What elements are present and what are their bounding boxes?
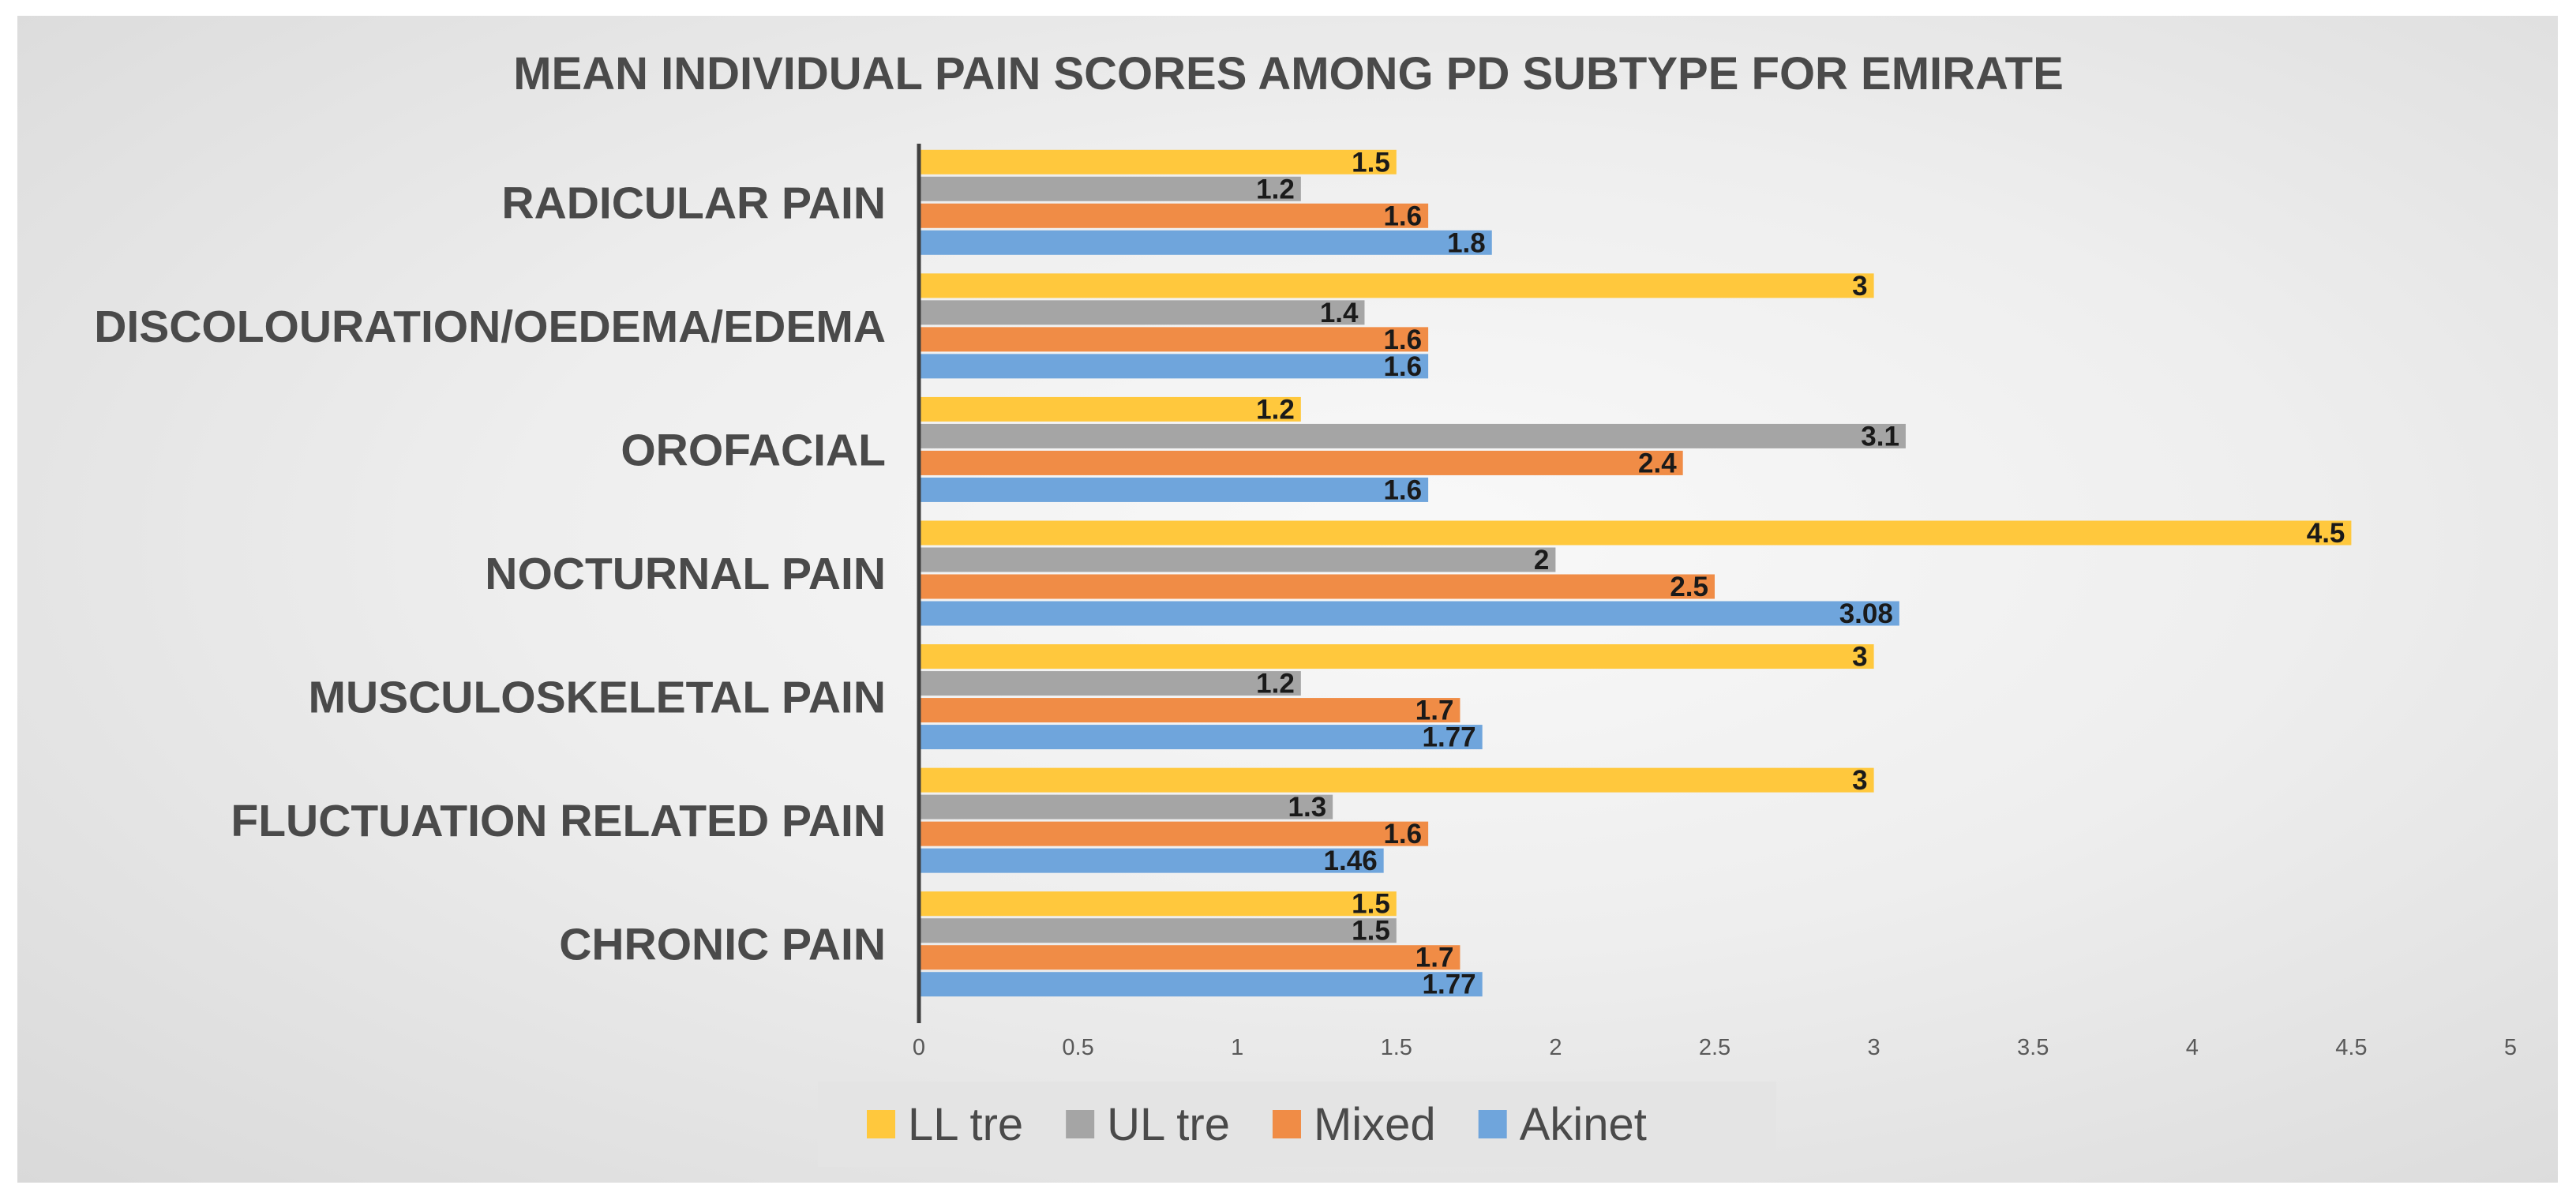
legend-label: UL tre [1107, 1099, 1230, 1150]
bar-ll-tre [919, 767, 1874, 793]
data-label: 1.77 [1423, 722, 1476, 753]
x-tick-label: 1.5 [1381, 1035, 1412, 1060]
x-tick-label: 1 [1231, 1035, 1243, 1060]
chart-title: MEAN INDIVIDUAL PAIN SCORES AMONG PD SUB… [513, 48, 2064, 99]
data-label: 1.8 [1447, 227, 1486, 258]
bar-mixed [919, 698, 1460, 723]
data-label: 2 [1534, 545, 1549, 576]
legend-swatch [1478, 1110, 1507, 1138]
x-tick-label: 2 [1549, 1035, 1562, 1060]
bar-ll-tre [919, 396, 1301, 422]
data-label: 1.5 [1352, 147, 1390, 178]
bar-ul-tre [919, 918, 1397, 943]
chart-frame: MEAN INDIVIDUAL PAIN SCORES AMONG PD SUB… [17, 16, 2558, 1183]
bar-mixed [919, 574, 1715, 599]
bar-akinet [919, 477, 1429, 502]
bar-akinet [919, 972, 1483, 997]
bar-akinet [919, 848, 1384, 873]
x-tick-label: 4.5 [2335, 1035, 2367, 1060]
bar-mixed [919, 945, 1460, 970]
category-label: FLUCTUATION RELATED PAIN [231, 796, 886, 846]
bar-ll-tre [919, 520, 2352, 546]
data-labels-layer: 1.51.21.61.831.41.61.61.23.12.41.64.522.… [1256, 147, 2345, 999]
bar-ul-tre [919, 423, 1906, 448]
x-tick-label: 0.5 [1062, 1035, 1093, 1060]
bar-ll-tre [919, 644, 1874, 669]
category-label: NOCTURNAL PAIN [485, 549, 886, 599]
legend-swatch [1272, 1110, 1301, 1138]
legend-swatch [1066, 1110, 1095, 1138]
data-label: 1.6 [1383, 324, 1422, 355]
bar-akinet [919, 230, 1492, 255]
bar-akinet [919, 601, 1899, 626]
data-label: 2.4 [1638, 448, 1677, 478]
data-label: 1.2 [1256, 669, 1295, 699]
category-label: RADICULAR PAIN [501, 178, 886, 228]
bar-mixed [919, 450, 1683, 475]
x-tick-label: 2.5 [1699, 1035, 1730, 1060]
bar-ul-tre [919, 300, 1365, 325]
data-label: 3.1 [1861, 421, 1899, 452]
legend-label: Akinet [1520, 1099, 1647, 1150]
x-axis-ticks-layer: 0 0.5 1 1.5 2 2.5 3 3.5 4 4.5 5 [913, 1035, 2517, 1060]
x-tick-label: 3.5 [2017, 1035, 2049, 1060]
category-label: OROFACIAL [621, 425, 886, 475]
data-label: 1.6 [1383, 201, 1422, 231]
data-label: 1.2 [1256, 174, 1295, 204]
x-tick-label: 0 [913, 1035, 925, 1060]
bar-ll-tre [919, 891, 1397, 917]
data-label: 1.3 [1288, 792, 1327, 823]
bar-ul-tre [919, 176, 1301, 201]
data-label: 3 [1852, 642, 1867, 673]
data-label: 1.6 [1383, 474, 1422, 505]
bar-ul-tre [919, 671, 1301, 696]
legend-swatch [867, 1110, 895, 1138]
category-labels-layer: RADICULAR PAIN DISCOLOURATION/OEDEMA/EDEM… [94, 178, 886, 969]
category-label: MUSCULOSKELETAL PAIN [308, 673, 886, 723]
data-label: 2.5 [1670, 572, 1708, 602]
x-tick-label: 5 [2504, 1035, 2517, 1060]
data-label: 1.7 [1415, 696, 1454, 726]
data-label: 3 [1852, 271, 1867, 302]
bar-ll-tre [919, 273, 1874, 298]
bar-mixed [919, 327, 1429, 352]
data-label: 1.7 [1415, 943, 1454, 973]
data-label: 4.5 [2307, 518, 2345, 549]
bar-mixed [919, 821, 1429, 846]
data-label: 1.5 [1352, 916, 1390, 947]
data-label: 1.5 [1352, 889, 1390, 920]
legend: LL tre UL tre Mixed Akinet [818, 1082, 1776, 1167]
category-label: DISCOLOURATION/OEDEMA/EDEMA [94, 302, 886, 352]
bar-akinet [919, 354, 1429, 379]
bar-ll-tre [919, 149, 1397, 174]
data-label: 1.46 [1324, 846, 1378, 876]
data-label: 3 [1852, 765, 1867, 796]
data-label: 3.08 [1839, 598, 1893, 629]
legend-label: Mixed [1314, 1099, 1436, 1150]
x-tick-label: 3 [1868, 1035, 1880, 1060]
category-label: CHRONIC PAIN [559, 920, 886, 970]
bar-mixed [919, 203, 1429, 228]
bar-akinet [919, 725, 1483, 750]
data-label: 1.6 [1383, 351, 1422, 382]
chart-svg: MEAN INDIVIDUAL PAIN SCORES AMONG PD SUB… [94, 48, 2517, 1167]
legend-label: LL tre [908, 1099, 1023, 1150]
x-tick-label: 4 [2186, 1035, 2199, 1060]
data-label: 1.2 [1256, 394, 1295, 425]
bar-ul-tre [919, 547, 1556, 572]
bars-layer [919, 149, 2352, 997]
data-label: 1.77 [1423, 969, 1476, 1000]
bar-ul-tre [919, 794, 1333, 819]
data-label: 1.4 [1320, 298, 1359, 328]
data-label: 1.6 [1383, 819, 1422, 849]
